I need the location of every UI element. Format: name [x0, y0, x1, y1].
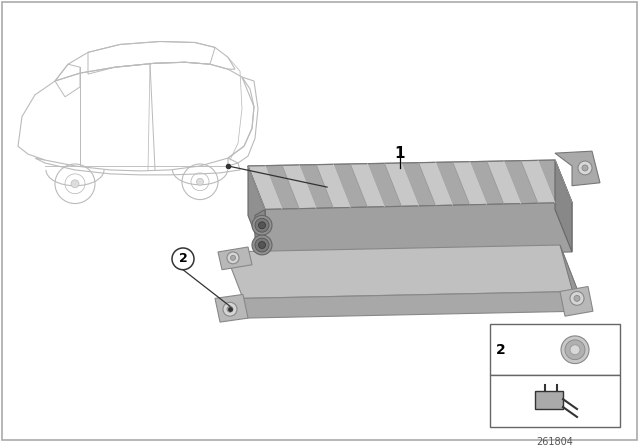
Polygon shape: [560, 287, 593, 316]
Circle shape: [259, 241, 266, 249]
Circle shape: [252, 235, 272, 255]
Polygon shape: [282, 165, 316, 209]
Circle shape: [71, 180, 79, 188]
Text: 1: 1: [395, 146, 405, 161]
Polygon shape: [504, 161, 538, 204]
Polygon shape: [560, 245, 578, 311]
Polygon shape: [538, 160, 572, 203]
Polygon shape: [487, 161, 521, 204]
Polygon shape: [555, 151, 600, 186]
Polygon shape: [255, 210, 265, 252]
Polygon shape: [401, 163, 436, 206]
Polygon shape: [248, 160, 572, 210]
Polygon shape: [452, 162, 487, 205]
Circle shape: [230, 255, 236, 260]
Circle shape: [255, 218, 269, 232]
Polygon shape: [555, 160, 572, 252]
Circle shape: [574, 295, 580, 302]
Circle shape: [255, 238, 269, 252]
Polygon shape: [218, 247, 252, 270]
Circle shape: [227, 252, 239, 264]
Polygon shape: [419, 162, 452, 206]
Polygon shape: [385, 163, 419, 207]
Text: 2: 2: [179, 252, 188, 265]
Circle shape: [223, 302, 237, 316]
Polygon shape: [521, 160, 555, 203]
Polygon shape: [350, 164, 385, 207]
Polygon shape: [299, 165, 333, 208]
Circle shape: [582, 165, 588, 171]
Polygon shape: [225, 245, 578, 298]
Polygon shape: [265, 202, 572, 259]
Circle shape: [227, 306, 233, 312]
Circle shape: [259, 222, 266, 229]
Polygon shape: [333, 164, 367, 207]
Circle shape: [570, 345, 580, 355]
Circle shape: [196, 178, 204, 185]
Circle shape: [570, 292, 584, 305]
Polygon shape: [215, 294, 248, 322]
Polygon shape: [436, 162, 470, 205]
Polygon shape: [367, 164, 401, 207]
Polygon shape: [470, 161, 504, 204]
Circle shape: [561, 336, 589, 364]
Text: 2: 2: [496, 343, 506, 357]
Polygon shape: [265, 165, 299, 209]
FancyBboxPatch shape: [490, 324, 620, 375]
FancyBboxPatch shape: [490, 375, 620, 427]
Circle shape: [565, 340, 585, 360]
Circle shape: [578, 161, 592, 175]
FancyBboxPatch shape: [535, 391, 563, 409]
Circle shape: [252, 215, 272, 235]
Polygon shape: [248, 166, 265, 259]
Polygon shape: [243, 292, 578, 318]
Text: 261804: 261804: [536, 437, 573, 447]
Polygon shape: [248, 166, 282, 210]
Polygon shape: [316, 164, 350, 208]
